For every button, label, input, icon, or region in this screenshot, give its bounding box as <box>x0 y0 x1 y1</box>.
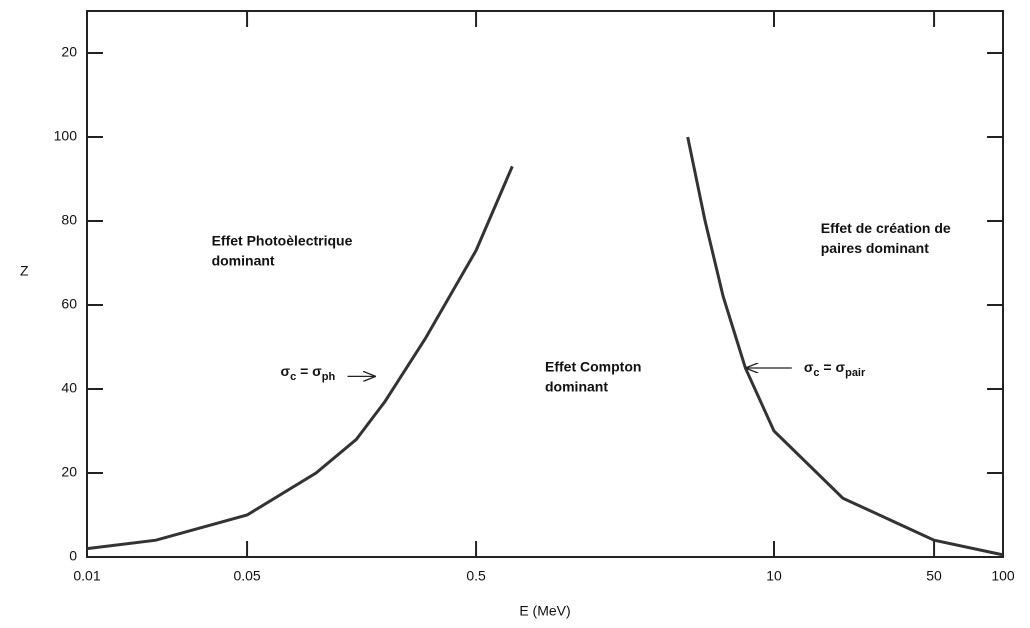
y-tick-label: 60 <box>61 296 77 312</box>
equality-label: σc = σpair <box>804 359 866 379</box>
region-label: Effet Photoèlectrique <box>212 233 353 249</box>
label-part: c <box>290 371 296 383</box>
label-part: pair <box>845 367 866 379</box>
y-axis-label: Z <box>20 263 29 279</box>
x-tick-label: 0.5 <box>466 568 486 584</box>
equality-label: σc = σph <box>281 363 336 383</box>
y-tick-label: 40 <box>61 380 77 396</box>
region-label: Effet de création de <box>821 220 951 236</box>
region-label: dominant <box>545 379 608 395</box>
y-tick-label: 80 <box>61 212 77 228</box>
label-part: c <box>813 367 819 379</box>
y-tick-label: 0 <box>69 548 77 564</box>
plot-frame <box>86 10 1004 558</box>
label-part: σ <box>281 363 291 379</box>
x-tick-label: 10 <box>766 568 782 584</box>
label-part: = σ <box>820 359 846 375</box>
label-part: σ <box>804 359 814 375</box>
label-part: ph <box>322 371 336 383</box>
x-tick-label: 0.05 <box>233 568 260 584</box>
region-label: paires dominant <box>821 240 929 256</box>
y-tick-label: 100 <box>54 128 78 144</box>
x-tick-label: 0.01 <box>73 568 100 584</box>
x-axis-label: E (MeV) <box>519 603 570 619</box>
region-label: dominant <box>212 253 275 269</box>
x-tick-label: 100 <box>991 568 1015 584</box>
y-tick-label: 20 <box>61 464 77 480</box>
x-tick-label: 50 <box>926 568 942 584</box>
region-label: Effet Compton <box>545 359 641 375</box>
boundary-curve <box>686 136 1004 557</box>
y-tick-label: 20 <box>61 44 77 60</box>
boundary-curve <box>86 165 514 551</box>
label-part: = σ <box>296 363 322 379</box>
